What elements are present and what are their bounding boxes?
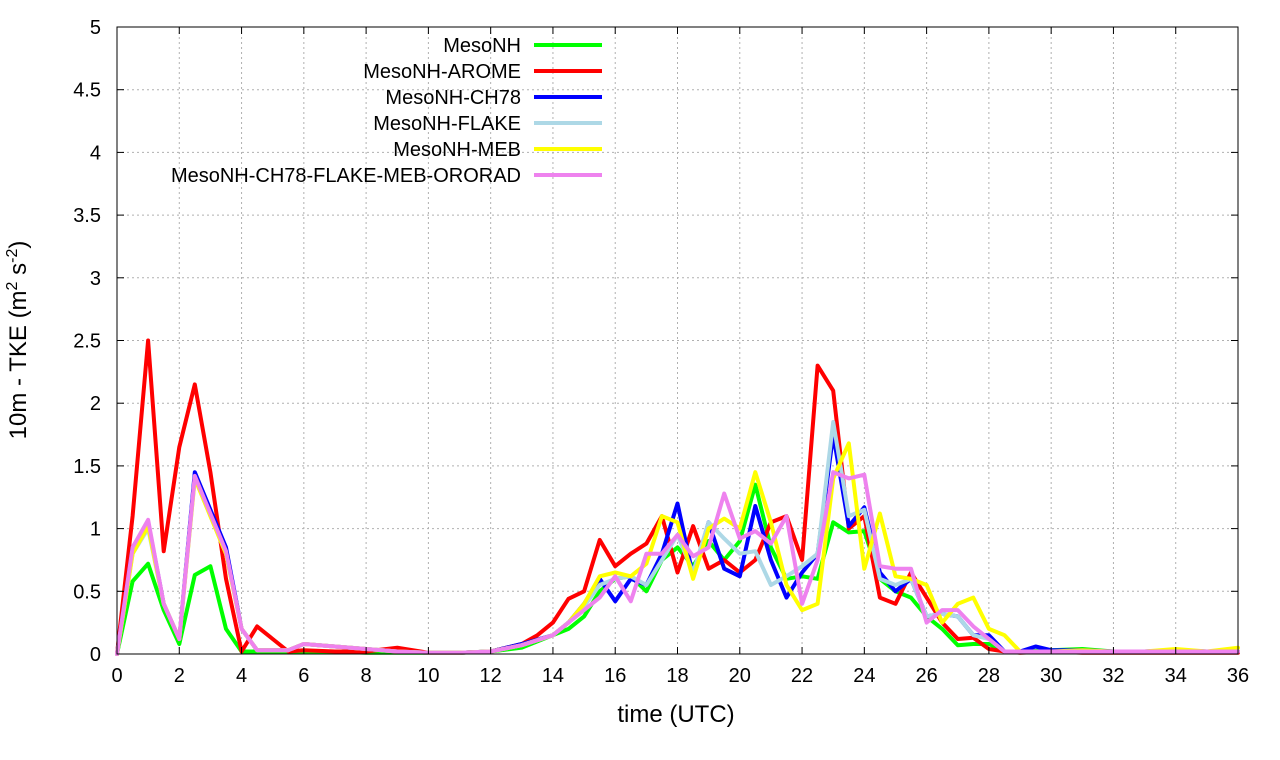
y-tick-label: 3 xyxy=(90,268,101,290)
y-tick-label: 3.5 xyxy=(73,205,101,227)
y-axis-label-end: ) xyxy=(5,241,32,249)
legend-label-1: MesoNH xyxy=(443,35,521,57)
y-axis-label-main: 10m - TKE (m xyxy=(5,290,32,439)
x-tick-label: 6 xyxy=(298,665,309,687)
x-tick-labels: 0 2 4 6 8 10 12 14 16 18 20 22 24 26 28 30 32 34 36 xyxy=(111,665,1249,687)
legend-label-2: MesoNH-AROME xyxy=(363,61,521,83)
y-tick-label: 2 xyxy=(90,393,101,415)
axis-ticks xyxy=(116,26,1239,655)
x-tick-label: 20 xyxy=(729,665,751,687)
y-axis-label-sup2: -2 xyxy=(4,249,21,263)
x-tick-label: 10 xyxy=(417,665,439,687)
y-tick-labels: 0 0.5 1 1.5 2 2.5 3 3.5 4 4.5 5 xyxy=(73,17,101,666)
y-axis-label-sup1: 2 xyxy=(4,281,21,290)
legend: MesoNH MesoNH-AROME MesoNH-CH78 MesoNH-FLAK… xyxy=(171,35,602,187)
x-tick-label: 14 xyxy=(542,665,564,687)
y-tick-label: 2.5 xyxy=(73,331,101,353)
x-tick-label: 34 xyxy=(1165,665,1187,687)
series-line-6 xyxy=(115,470,1240,656)
x-tick-label: 22 xyxy=(791,665,813,687)
x-tick-label: 28 xyxy=(978,665,1000,687)
x-tick-label: 24 xyxy=(853,665,875,687)
y-tick-label: 0.5 xyxy=(73,581,101,603)
x-tick-label: 2 xyxy=(174,665,185,687)
legend-label-6: MesoNH-CH78-FLAKE-MEB-ORORAD xyxy=(171,165,521,187)
y-tick-label: 0 xyxy=(90,644,101,666)
x-tick-label: 36 xyxy=(1227,665,1249,687)
y-tick-label: 4 xyxy=(90,142,101,164)
y-tick-label: 1 xyxy=(90,519,101,541)
x-tick-label: 8 xyxy=(361,665,372,687)
y-tick-label: 5 xyxy=(90,17,101,39)
x-tick-label: 26 xyxy=(915,665,937,687)
legend-label-3: MesoNH-CH78 xyxy=(385,87,521,109)
x-tick-label: 4 xyxy=(236,665,247,687)
x-tick-label: 0 xyxy=(111,665,122,687)
x-tick-label: 18 xyxy=(666,665,688,687)
x-axis-label: time (UTC) xyxy=(617,701,734,728)
y-tick-label: 1.5 xyxy=(73,456,101,478)
series-layer xyxy=(115,338,1240,656)
x-tick-label: 30 xyxy=(1040,665,1062,687)
series-line-2 xyxy=(115,338,1240,656)
x-tick-label: 32 xyxy=(1102,665,1124,687)
y-axis-label: 10m - TKE (m2 s-2) xyxy=(4,241,32,440)
grid-lines xyxy=(117,27,1238,654)
x-tick-label: 12 xyxy=(480,665,502,687)
y-axis-label-mid: s xyxy=(5,263,32,282)
legend-label-5: MesoNH-MEB xyxy=(393,139,521,161)
x-tick-label: 16 xyxy=(604,665,626,687)
legend-label-4: MesoNH-FLAKE xyxy=(373,113,521,135)
y-tick-label: 4.5 xyxy=(73,80,101,102)
